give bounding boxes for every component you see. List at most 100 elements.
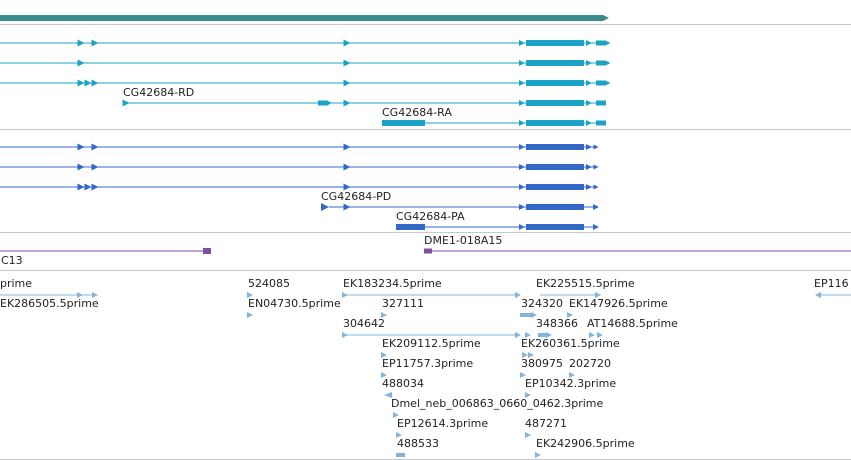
- est-tick: [381, 372, 387, 378]
- track-separator: [0, 24, 851, 25]
- est-label[interactable]: 324320: [521, 297, 563, 310]
- clone-end: [203, 248, 211, 254]
- cds-block: [526, 204, 584, 210]
- exon-block: [596, 40, 606, 46]
- est-arrow: [597, 332, 603, 338]
- exon-block: [526, 80, 584, 86]
- strand-arrow: [321, 203, 329, 211]
- strand-arrow: [343, 79, 351, 87]
- est-label[interactable]: EK260361.5prime: [521, 337, 620, 350]
- strand-arrow: [77, 143, 85, 151]
- strand-arrow: [605, 60, 611, 66]
- est-arrow: [589, 332, 595, 338]
- est-tick: [381, 352, 387, 358]
- transcript-line: [425, 122, 600, 124]
- strand-arrow: [519, 120, 525, 126]
- est-label[interactable]: EK286505.5prime: [0, 297, 99, 310]
- est-line: [343, 334, 518, 336]
- cds-block: [526, 164, 584, 170]
- strand-arrow: [519, 100, 525, 106]
- est-label[interactable]: 488034: [382, 377, 424, 390]
- est-tick: [520, 372, 526, 378]
- cds-block: [526, 184, 584, 190]
- strand-arrow: [593, 204, 599, 210]
- est-label[interactable]: EK183234.5prime: [343, 277, 442, 290]
- cds-block: [526, 144, 584, 150]
- exon-block: [526, 100, 584, 106]
- gene-span-arrow: [603, 15, 609, 21]
- exon-block: [596, 100, 606, 106]
- strand-arrow: [519, 144, 525, 150]
- strand-arrow: [586, 80, 592, 86]
- est-label[interactable]: EK242906.5prime: [536, 437, 635, 450]
- strand-arrow: [519, 80, 525, 86]
- est-label[interactable]: EK147926.5prime: [569, 297, 668, 310]
- exon-block: [382, 120, 425, 126]
- clone-label-dme1[interactable]: DME1-018A15: [424, 234, 503, 247]
- est-label[interactable]: Dmel_neb_006863_0660_0462.3prime: [391, 397, 604, 410]
- est-tick: [381, 312, 387, 318]
- est-label[interactable]: 380975: [521, 357, 563, 370]
- strand-arrow: [593, 144, 599, 150]
- est-block: [520, 313, 532, 317]
- est-line: [0, 294, 95, 296]
- strand-arrow: [593, 164, 599, 170]
- est-arrow: [515, 332, 521, 338]
- strand-arrow: [343, 163, 351, 171]
- est-block: [396, 453, 405, 457]
- strand-arrow: [586, 164, 592, 170]
- est-arrow: [595, 292, 601, 298]
- strand-arrow: [91, 143, 99, 151]
- exon-block: [318, 100, 326, 106]
- protein-label-pd[interactable]: CG42684-PD: [321, 190, 392, 203]
- protein-line: [425, 226, 595, 228]
- strand-arrow: [519, 60, 525, 66]
- strand-arrow: [77, 79, 85, 87]
- transcript-line: [329, 102, 600, 104]
- est-arrow: [515, 292, 521, 298]
- cds-block: [526, 224, 584, 230]
- est-label[interactable]: EK209112.5prime: [382, 337, 481, 350]
- strand-arrow: [77, 183, 85, 191]
- est-label[interactable]: 304642: [343, 317, 385, 330]
- est-label[interactable]: EP10342.3prime: [525, 377, 617, 390]
- transcript-label-rd[interactable]: CG42684-RD: [123, 86, 195, 99]
- est-label[interactable]: EP116: [814, 277, 849, 290]
- est-label[interactable]: prime: [0, 277, 33, 290]
- transcript-label-ra[interactable]: CG42684-RA: [382, 106, 452, 119]
- strand-arrow: [91, 39, 99, 47]
- strand-arrow: [519, 224, 525, 230]
- protein-label-pa[interactable]: CG42684-PA: [396, 210, 465, 223]
- est-glyph: [384, 392, 392, 398]
- est-label[interactable]: AT14688.5prime: [587, 317, 678, 330]
- est-tick: [247, 292, 253, 298]
- est-label[interactable]: 348366: [536, 317, 578, 330]
- est-line: [818, 294, 851, 296]
- exon-block: [596, 120, 606, 126]
- strand-arrow: [593, 224, 599, 230]
- est-label[interactable]: EK225515.5prime: [536, 277, 635, 290]
- exon-block: [596, 60, 606, 66]
- strand-arrow: [343, 143, 351, 151]
- clone-end: [424, 248, 432, 254]
- est-label[interactable]: EP11757.3prime: [382, 357, 474, 370]
- strand-arrow: [519, 40, 525, 46]
- strand-arrow: [77, 59, 85, 67]
- exon-block: [596, 80, 606, 86]
- clone-label-c13[interactable]: C13: [1, 254, 23, 267]
- est-label[interactable]: 327111: [382, 297, 424, 310]
- est-label[interactable]: EP12614.3prime: [397, 417, 489, 430]
- est-label[interactable]: 488533: [397, 437, 439, 450]
- strand-arrow: [586, 144, 592, 150]
- est-label[interactable]: 202720: [569, 357, 611, 370]
- est-label[interactable]: 487271: [525, 417, 567, 430]
- gene-span-bar: [0, 15, 603, 21]
- est-label[interactable]: 524085: [248, 277, 290, 290]
- transcript-line: [0, 62, 600, 64]
- strand-arrow: [91, 163, 99, 171]
- exon-block: [526, 40, 584, 46]
- est-label[interactable]: EN04730.5prime: [248, 297, 341, 310]
- est-arrow: [546, 332, 552, 338]
- est-tick: [393, 412, 399, 418]
